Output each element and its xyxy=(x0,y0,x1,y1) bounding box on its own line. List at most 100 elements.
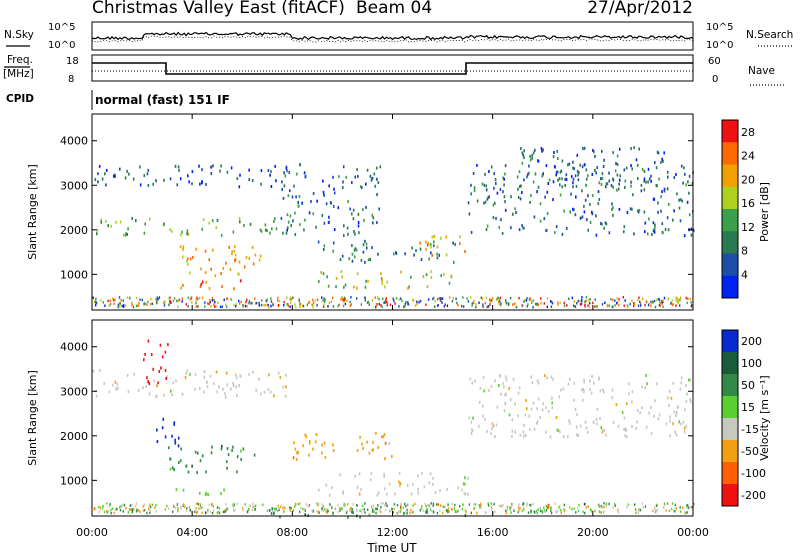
heatmap-cell xyxy=(259,254,262,258)
heatmap-cell xyxy=(369,174,372,178)
heatmap-cell xyxy=(585,183,587,187)
heatmap-cell xyxy=(299,305,301,308)
heatmap-cell xyxy=(601,149,603,153)
heatmap-cell xyxy=(593,150,595,154)
heatmap-cell xyxy=(410,275,412,279)
heatmap-cell xyxy=(640,304,642,307)
heatmap-cell xyxy=(211,299,214,302)
heatmap-cell xyxy=(641,385,643,389)
heatmap-cell xyxy=(337,305,339,308)
heatmap-cell xyxy=(519,185,521,188)
heatmap-cell xyxy=(227,507,229,510)
heatmap-cell xyxy=(109,299,111,302)
heatmap-cell xyxy=(361,442,363,446)
heatmap-cell xyxy=(540,302,542,305)
heatmap-cell xyxy=(245,255,248,259)
heatmap-cell xyxy=(368,451,371,455)
heatmap-cell xyxy=(312,509,314,513)
heatmap-cell xyxy=(322,505,324,508)
heatmap-cell xyxy=(251,245,254,249)
heatmap-cell xyxy=(571,507,573,511)
heatmap-cell xyxy=(657,297,660,301)
heatmap-cell xyxy=(294,303,296,306)
heatmap-cell xyxy=(333,187,335,191)
heatmap-cell xyxy=(286,213,289,217)
heatmap-cell xyxy=(349,207,351,211)
heatmap-cell xyxy=(505,511,508,515)
heatmap-cell xyxy=(199,285,202,289)
heatmap-cell xyxy=(612,178,615,182)
heatmap-cell xyxy=(352,503,354,506)
heatmap-cell xyxy=(503,183,505,187)
heatmap-cell xyxy=(164,300,166,304)
heatmap-cell xyxy=(610,183,613,187)
heatmap-cell xyxy=(670,396,673,400)
heatmap-cell xyxy=(129,296,131,300)
heatmap-cell xyxy=(211,445,213,449)
heatmap-cell xyxy=(377,491,380,495)
heatmap-cell xyxy=(631,167,633,171)
heatmap-cell xyxy=(143,231,146,235)
heatmap-cell xyxy=(673,176,676,179)
heatmap-cell xyxy=(143,358,145,362)
heatmap-cell xyxy=(234,259,236,263)
heatmap-cell xyxy=(174,506,177,510)
heatmap-cell xyxy=(225,503,227,506)
heatmap-cell xyxy=(343,503,345,506)
heatmap-cell xyxy=(555,511,557,514)
heatmap-cell xyxy=(340,296,343,300)
heatmap-cell xyxy=(442,511,444,515)
heatmap-cell xyxy=(593,305,596,308)
heatmap-cell xyxy=(554,231,556,234)
heatmap-cell xyxy=(677,301,679,305)
heatmap-cell xyxy=(272,510,274,513)
heatmap-cell xyxy=(612,185,614,189)
heatmap-cell xyxy=(239,173,241,177)
heatmap-cell xyxy=(455,297,457,300)
heatmap-cell xyxy=(384,285,386,289)
heatmap-cell xyxy=(652,229,655,233)
heatmap-cell xyxy=(596,305,598,308)
heatmap-cell xyxy=(302,444,304,448)
heatmap-cell xyxy=(690,400,692,404)
heatmap-cell xyxy=(430,251,432,255)
heatmap-cell xyxy=(650,431,653,435)
heatmap-cell xyxy=(456,301,458,305)
heatmap-cell xyxy=(508,302,510,305)
heatmap-cell xyxy=(523,300,525,303)
heatmap-cell xyxy=(415,249,417,253)
heatmap-cell xyxy=(616,301,619,304)
heatmap-cell xyxy=(676,300,678,303)
heatmap-cell xyxy=(685,183,688,187)
heatmap-cell xyxy=(623,168,626,172)
heatmap-cell xyxy=(212,164,214,168)
heatmap-cell xyxy=(383,474,385,478)
heatmap-cell xyxy=(517,510,519,514)
heatmap-cell xyxy=(326,511,328,514)
heatmap-cell xyxy=(221,444,223,448)
heatmap-cell xyxy=(124,176,127,180)
heatmap-cell xyxy=(551,396,553,400)
heatmap-cell xyxy=(585,299,587,303)
colorbar-tick-label: 15 xyxy=(741,401,755,414)
freq-tick-top: 18 xyxy=(66,56,79,67)
heatmap-cell xyxy=(534,511,536,514)
heatmap-cell xyxy=(489,301,492,304)
heatmap-cell xyxy=(199,386,201,390)
heatmap-cell xyxy=(232,230,235,234)
heatmap-cell xyxy=(351,181,353,184)
heatmap-cell xyxy=(324,300,326,303)
heatmap-cell xyxy=(580,216,582,220)
heatmap-cell xyxy=(561,159,564,163)
heatmap-cell xyxy=(531,381,534,385)
heatmap-cell xyxy=(146,376,148,380)
heatmap-cell xyxy=(364,285,367,289)
heatmap-cell xyxy=(235,373,237,377)
heatmap-cell xyxy=(577,509,580,513)
heatmap-cell xyxy=(348,257,350,261)
heatmap-cell xyxy=(213,303,215,306)
heatmap-cell xyxy=(117,303,120,306)
heatmap-cell xyxy=(536,511,538,515)
heatmap-cell xyxy=(119,506,121,509)
